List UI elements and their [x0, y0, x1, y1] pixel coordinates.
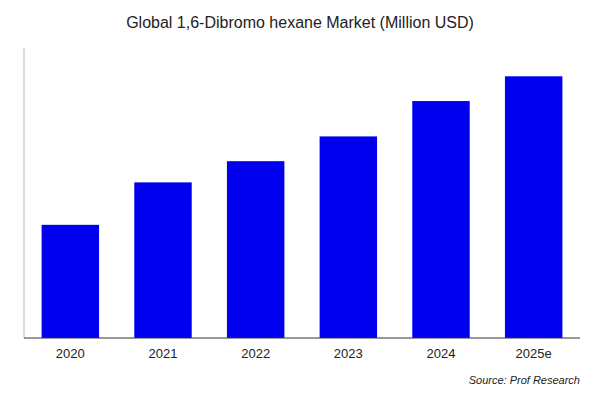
title: Global 1,6-Dibromo hexane Market (Millio…	[126, 14, 474, 31]
y-axis-line	[24, 48, 25, 338]
x-axis-line	[24, 338, 580, 339]
x-tick-label: 2021	[149, 346, 178, 361]
bar	[320, 136, 377, 338]
bar	[134, 182, 191, 338]
bar	[505, 76, 562, 338]
bar	[227, 161, 284, 338]
x-tick-label: 2020	[56, 346, 85, 361]
bar	[42, 225, 99, 338]
x-tick-label: 2022	[241, 346, 270, 361]
x-tick-label: 2024	[427, 346, 456, 361]
x-tick-label: 2023	[334, 346, 363, 361]
bars	[42, 76, 563, 338]
x-tick-label: 2025e	[516, 346, 552, 361]
source-annotation: Source: Prof Research	[469, 374, 580, 386]
bar	[412, 101, 469, 338]
chart-svg: Global 1,6-Dibromo hexane Market (Millio…	[0, 0, 600, 400]
chart-container: Global 1,6-Dibromo hexane Market (Millio…	[0, 0, 600, 400]
